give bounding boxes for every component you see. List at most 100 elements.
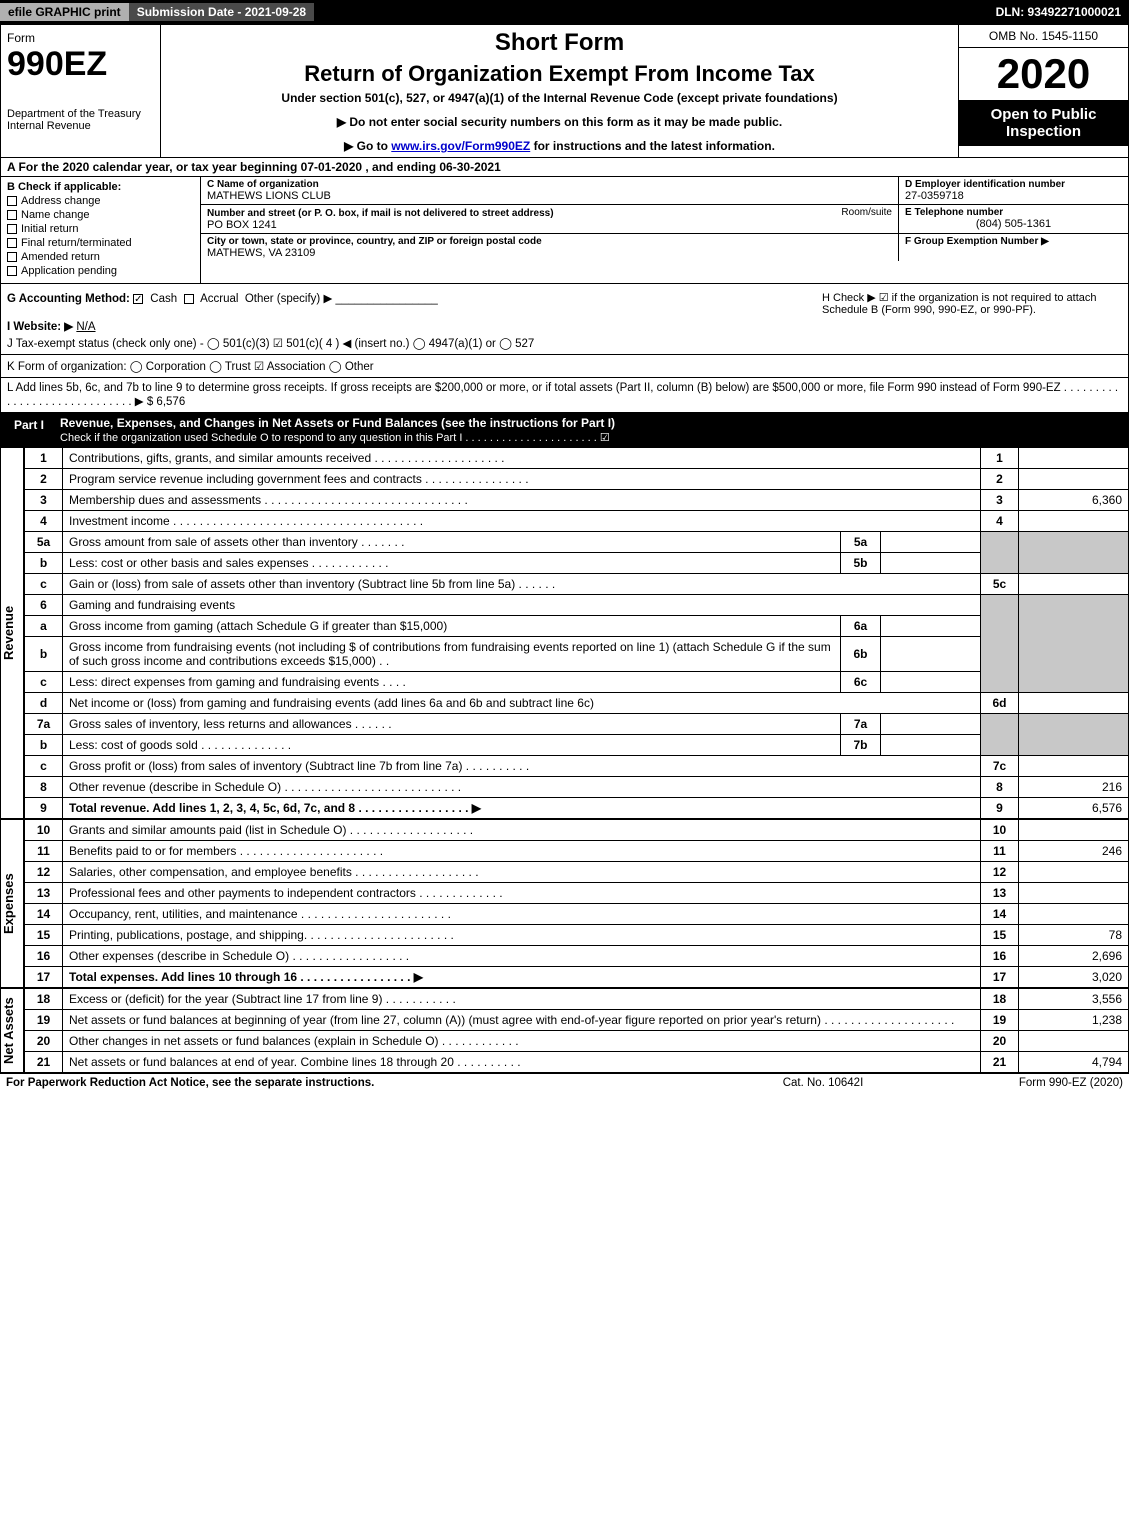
phone-label: E Telephone number bbox=[905, 207, 1122, 218]
department: Department of the Treasury Internal Reve… bbox=[7, 108, 154, 132]
table-row: dNet income or (loss) from gaming and fu… bbox=[25, 693, 1129, 714]
goto-line: ▶ Go to www.irs.gov/Form990EZ for instru… bbox=[169, 139, 950, 153]
header-center: Short Form Return of Organization Exempt… bbox=[161, 25, 958, 157]
table-row: 18Excess or (deficit) for the year (Subt… bbox=[25, 989, 1129, 1010]
room-label: Room/suite bbox=[841, 207, 892, 218]
phone-cell: E Telephone number (804) 505-1361 bbox=[898, 205, 1128, 233]
top-bar: efile GRAPHIC print Submission Date - 20… bbox=[0, 0, 1129, 24]
omb-number: OMB No. 1545-1150 bbox=[959, 25, 1128, 48]
chk-initial-return[interactable]: Initial return bbox=[7, 223, 194, 235]
expenses-table: 10Grants and similar amounts paid (list … bbox=[24, 819, 1129, 988]
website-value: N/A bbox=[76, 321, 95, 333]
table-row: 2Program service revenue including gover… bbox=[25, 469, 1129, 490]
table-row: 14Occupancy, rent, utilities, and mainte… bbox=[25, 904, 1129, 925]
line-h: H Check ▶ ☑ if the organization is not r… bbox=[822, 291, 1122, 316]
chk-address-change[interactable]: Address change bbox=[7, 195, 194, 207]
ein-cell: D Employer identification number 27-0359… bbox=[898, 177, 1128, 204]
org-name: MATHEWS LIONS CLUB bbox=[207, 190, 892, 202]
table-row: 15Printing, publications, postage, and s… bbox=[25, 925, 1129, 946]
table-row: cGain or (loss) from sale of assets othe… bbox=[25, 574, 1129, 595]
table-row: 9Total revenue. Add lines 1, 2, 3, 4, 5c… bbox=[25, 798, 1129, 819]
open-to-public: Open to Public Inspection bbox=[959, 100, 1128, 146]
chk-final-return[interactable]: Final return/terminated bbox=[7, 237, 194, 249]
part-i-header: Part I Revenue, Expenses, and Changes in… bbox=[0, 413, 1129, 447]
box-cd: C Name of organization MATHEWS LIONS CLU… bbox=[201, 177, 1128, 283]
table-row: 7aGross sales of inventory, less returns… bbox=[25, 714, 1129, 735]
form-word: Form bbox=[7, 31, 154, 45]
header-right: OMB No. 1545-1150 2020 Open to Public In… bbox=[958, 25, 1128, 157]
table-row: 4Investment income . . . . . . . . . . .… bbox=[25, 511, 1129, 532]
goto-pre: ▶ Go to bbox=[344, 139, 391, 153]
form-header: Form 990EZ Department of the Treasury In… bbox=[0, 24, 1129, 158]
part-i-tab: Part I bbox=[6, 416, 52, 444]
short-form-title: Short Form bbox=[169, 29, 950, 57]
city-label: City or town, state or province, country… bbox=[207, 236, 892, 247]
submission-date: Submission Date - 2021-09-28 bbox=[129, 3, 314, 21]
table-row: cLess: direct expenses from gaming and f… bbox=[25, 672, 1129, 693]
part-i-title: Revenue, Expenses, and Changes in Net As… bbox=[60, 416, 1123, 444]
subtitle: Under section 501(c), 527, or 4947(a)(1)… bbox=[169, 91, 950, 105]
line-a: A For the 2020 calendar year, or tax yea… bbox=[0, 158, 1129, 177]
header-left: Form 990EZ Department of the Treasury In… bbox=[1, 25, 161, 157]
line-j: J Tax-exempt status (check only one) - ◯… bbox=[7, 336, 1122, 350]
irs-link[interactable]: www.irs.gov/Form990EZ bbox=[391, 139, 530, 153]
address-label: Number and street (or P. O. box, if mail… bbox=[207, 208, 554, 219]
netassets-section: Net Assets 18Excess or (deficit) for the… bbox=[0, 988, 1129, 1073]
table-row: bLess: cost of goods sold . . . . . . . … bbox=[25, 735, 1129, 756]
box-b: B Check if applicable: Address change Na… bbox=[1, 177, 201, 283]
chk-pending[interactable]: Application pending bbox=[7, 265, 194, 277]
table-row: 21Net assets or fund balances at end of … bbox=[25, 1052, 1129, 1073]
table-row: 12Salaries, other compensation, and empl… bbox=[25, 862, 1129, 883]
table-row: 1Contributions, gifts, grants, and simil… bbox=[25, 448, 1129, 469]
revenue-table: 1Contributions, gifts, grants, and simil… bbox=[24, 447, 1129, 819]
box-b-label: B Check if applicable: bbox=[7, 181, 194, 193]
table-row: bGross income from fundraising events (n… bbox=[25, 637, 1129, 672]
warning-line: ▶ Do not enter social security numbers o… bbox=[169, 115, 950, 129]
revenue-section: Revenue 1Contributions, gifts, grants, a… bbox=[0, 447, 1129, 819]
table-row: bLess: cost or other basis and sales exp… bbox=[25, 553, 1129, 574]
section-bcd: B Check if applicable: Address change Na… bbox=[0, 177, 1129, 284]
chk-cash[interactable] bbox=[133, 294, 143, 304]
table-row: cGross profit or (loss) from sales of in… bbox=[25, 756, 1129, 777]
chk-accrual[interactable] bbox=[184, 294, 194, 304]
line-i: I Website: ▶ N/A bbox=[7, 319, 1122, 333]
footer-left: For Paperwork Reduction Act Notice, see … bbox=[6, 1077, 723, 1089]
group-label: F Group Exemption Number ▶ bbox=[905, 236, 1122, 247]
expenses-side-label: Expenses bbox=[0, 819, 24, 988]
table-row: 8Other revenue (describe in Schedule O) … bbox=[25, 777, 1129, 798]
netassets-side-label: Net Assets bbox=[0, 988, 24, 1073]
footer-right: Form 990-EZ (2020) bbox=[923, 1077, 1123, 1089]
section-ghij: G Accounting Method: Cash Accrual Other … bbox=[0, 284, 1129, 355]
form-number: 990EZ bbox=[7, 45, 154, 84]
line-g: G Accounting Method: Cash Accrual Other … bbox=[7, 291, 822, 316]
tax-year: 2020 bbox=[959, 48, 1128, 100]
page-footer: For Paperwork Reduction Act Notice, see … bbox=[0, 1073, 1129, 1092]
table-row: 19Net assets or fund balances at beginni… bbox=[25, 1010, 1129, 1031]
chk-name-change[interactable]: Name change bbox=[7, 209, 194, 221]
table-row: 13Professional fees and other payments t… bbox=[25, 883, 1129, 904]
main-title: Return of Organization Exempt From Incom… bbox=[169, 61, 950, 87]
dln: DLN: 93492271000021 bbox=[988, 3, 1129, 21]
i-label: I Website: ▶ bbox=[7, 321, 73, 333]
line-l: L Add lines 5b, 6c, and 7b to line 9 to … bbox=[0, 378, 1129, 413]
table-row: 6Gaming and fundraising events bbox=[25, 595, 1129, 616]
table-row: 17Total expenses. Add lines 10 through 1… bbox=[25, 967, 1129, 988]
address-cell: Number and street (or P. O. box, if mail… bbox=[201, 205, 898, 233]
city-value: MATHEWS, VA 23109 bbox=[207, 247, 892, 259]
footer-mid: Cat. No. 10642I bbox=[723, 1077, 923, 1089]
table-row: 5aGross amount from sale of assets other… bbox=[25, 532, 1129, 553]
revenue-side-label: Revenue bbox=[0, 447, 24, 819]
address-value: PO BOX 1241 bbox=[207, 219, 892, 231]
city-cell: City or town, state or province, country… bbox=[201, 234, 898, 261]
org-name-label: C Name of organization bbox=[207, 179, 892, 190]
table-row: 20Other changes in net assets or fund ba… bbox=[25, 1031, 1129, 1052]
goto-post: for instructions and the latest informat… bbox=[530, 139, 775, 153]
chk-amended[interactable]: Amended return bbox=[7, 251, 194, 263]
efile-label: efile GRAPHIC print bbox=[0, 3, 129, 21]
table-row: 11Benefits paid to or for members . . . … bbox=[25, 841, 1129, 862]
ein-label: D Employer identification number bbox=[905, 179, 1122, 190]
table-row: 10Grants and similar amounts paid (list … bbox=[25, 820, 1129, 841]
table-row: 16Other expenses (describe in Schedule O… bbox=[25, 946, 1129, 967]
g-label: G Accounting Method: bbox=[7, 293, 130, 305]
table-row: aGross income from gaming (attach Schedu… bbox=[25, 616, 1129, 637]
